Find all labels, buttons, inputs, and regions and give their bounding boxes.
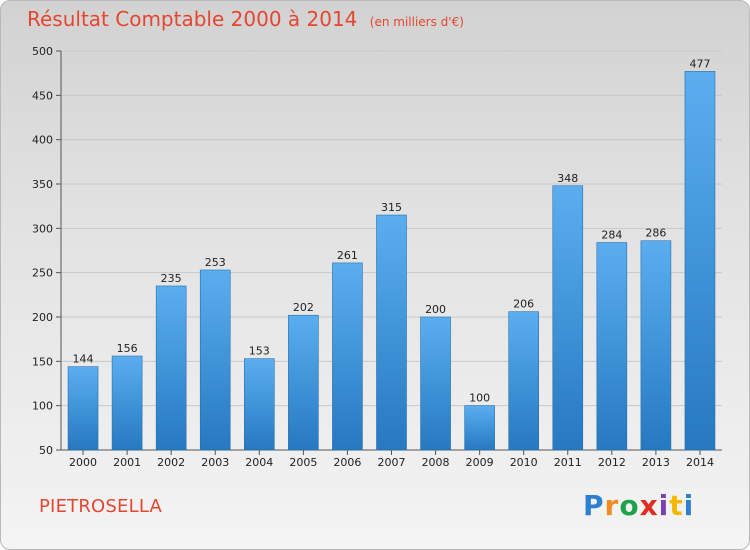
bar — [552, 185, 584, 451]
x-tick-label: 2009 — [466, 456, 494, 469]
logo-letter: r — [604, 489, 620, 522]
y-tick-label: 450 — [32, 89, 53, 102]
bar — [596, 242, 628, 451]
x-tick-label: 2006 — [333, 456, 361, 469]
bar-value-label: 200 — [425, 303, 446, 316]
proxiti-logo: Proxiti — [583, 489, 694, 522]
bars — [67, 71, 716, 451]
bar — [155, 285, 187, 451]
bar-value-label: 235 — [161, 272, 182, 285]
logo-letter: o — [619, 489, 640, 522]
bar-value-label: 315 — [381, 201, 402, 214]
logo-letter: x — [639, 489, 659, 522]
x-tick-label: 2001 — [113, 456, 141, 469]
bar — [67, 366, 99, 451]
bar-value-label: 286 — [645, 227, 666, 240]
chart-subtitle: (en milliers d'€) — [369, 15, 464, 29]
bar-value-label: 348 — [557, 172, 578, 185]
y-tick-label: 400 — [32, 134, 53, 147]
bar — [508, 311, 540, 451]
bar — [464, 405, 495, 451]
x-tick-label: 2013 — [642, 456, 670, 469]
bar — [288, 314, 319, 451]
x-tick-label: 2010 — [510, 456, 538, 469]
value-labels: 144 156 235 253 153 202 261 315 200 100 206 348 284 2… — [73, 57, 711, 404]
logo-letter: i — [683, 489, 695, 522]
y-tick-label: 500 — [32, 45, 53, 58]
bar — [111, 355, 143, 451]
place-name: PIETROSELLA — [39, 496, 162, 517]
y-tick-label: 100 — [32, 400, 53, 413]
bar-value-label: 144 — [73, 353, 94, 366]
x-tick-label: 2003 — [201, 456, 229, 469]
bar-value-label: 156 — [117, 342, 138, 355]
x-tick-label: 2012 — [598, 456, 626, 469]
y-tick-label: 300 — [32, 222, 53, 235]
bar — [199, 269, 231, 451]
logo-letter: i — [658, 489, 670, 522]
bar-value-label: 100 — [469, 392, 490, 405]
x-tick-label: 2014 — [686, 456, 714, 469]
y-tick-label: 50 — [39, 444, 53, 457]
x-tick-label: 2007 — [378, 456, 406, 469]
bar — [332, 262, 363, 451]
x-tick-label: 2005 — [289, 456, 317, 469]
bar-value-label: 477 — [689, 57, 710, 70]
x-tick-label: 2000 — [69, 456, 97, 469]
bar — [244, 358, 275, 451]
bar-value-label: 261 — [337, 249, 358, 262]
x-tick-label: 2004 — [245, 456, 273, 469]
bar — [684, 71, 716, 451]
x-tick-labels: 2000 2001 2002 2003 2004 2005 2006 2007 2008 2009… — [69, 456, 714, 469]
chart-title: Résultat Comptable 2000 à 2014 (en milli… — [27, 7, 464, 31]
bar — [376, 214, 407, 451]
bar-value-label: 153 — [249, 345, 270, 358]
logo-letter: t — [669, 489, 684, 522]
bar-value-label: 284 — [601, 229, 622, 242]
x-tick-label: 2002 — [157, 456, 185, 469]
y-tick-label: 350 — [32, 178, 53, 191]
y-tick-label: 250 — [32, 267, 53, 280]
x-tick-label: 2011 — [554, 456, 582, 469]
logo-letter: P — [583, 489, 605, 522]
bar-value-label: 206 — [513, 298, 534, 311]
bar-value-label: 253 — [205, 256, 226, 269]
bar — [420, 316, 451, 451]
x-tick-label: 2008 — [422, 456, 450, 469]
y-tick-label: 150 — [32, 355, 53, 368]
y-tick-label: 200 — [32, 311, 53, 324]
bar-value-label: 202 — [293, 301, 314, 314]
bar — [640, 240, 672, 451]
chart-title-text: Résultat Comptable 2000 à 2014 — [27, 7, 358, 31]
y-tick-labels: 50 100 150 200 250 300 350 400 450 500 — [32, 45, 53, 457]
